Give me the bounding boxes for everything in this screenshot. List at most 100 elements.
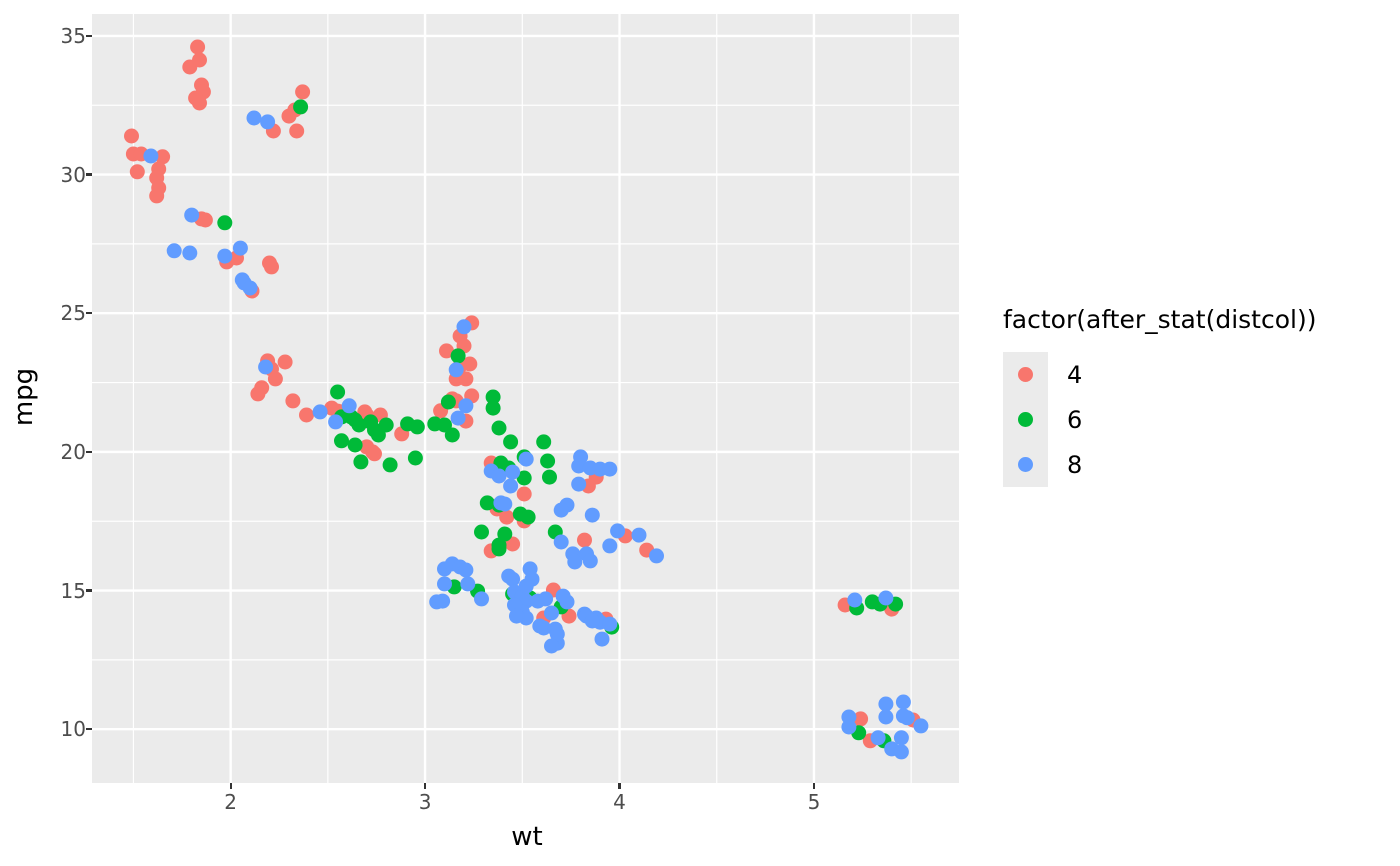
data-point-group-8 — [258, 359, 274, 375]
data-point-group-8 — [536, 620, 552, 636]
data-point-group-8 — [582, 553, 598, 569]
data-point-group-8 — [217, 248, 233, 264]
data-point-group-4 — [499, 509, 515, 525]
data-point-group-4 — [462, 356, 478, 372]
data-point-group-8 — [610, 523, 626, 539]
data-point-group-8 — [505, 571, 521, 587]
data-point-group-6 — [330, 384, 346, 400]
legend-keys: 4 6 8 — [1003, 352, 1316, 487]
data-point-group-8 — [549, 626, 565, 642]
data-point-group-4 — [367, 446, 382, 462]
data-point-group-8 — [260, 114, 276, 130]
x-tick-label: 2 — [224, 790, 237, 814]
data-point-group-8 — [143, 148, 159, 164]
data-point-group-8 — [458, 562, 474, 578]
data-point-group-4 — [577, 532, 592, 548]
data-point-group-8 — [166, 243, 182, 259]
data-point-group-8 — [242, 280, 258, 296]
data-point-group-8 — [437, 576, 452, 592]
data-point-group-8 — [518, 578, 534, 594]
data-point-group-8 — [602, 538, 618, 554]
data-point-group-4 — [129, 164, 145, 180]
data-point-group-8 — [913, 718, 929, 734]
data-point-group-6 — [542, 469, 557, 485]
data-point-group-6 — [450, 348, 466, 364]
x-tick-mark — [812, 783, 816, 789]
data-point-group-8 — [544, 605, 559, 621]
data-point-group-6 — [520, 509, 536, 525]
legend-entry-8: 8 — [1003, 442, 1316, 487]
data-point-group-8 — [507, 597, 522, 613]
x-tick-label: 5 — [807, 790, 821, 814]
y-tick-mark — [86, 450, 92, 453]
data-point-group-8 — [559, 594, 575, 610]
data-point-group-4 — [124, 128, 139, 144]
data-point-group-6 — [491, 541, 507, 557]
data-point-group-6 — [347, 437, 363, 453]
data-point-group-4 — [190, 39, 206, 55]
data-point-group-6 — [516, 470, 532, 486]
legend-key-box — [1003, 352, 1048, 397]
data-point-group-4 — [853, 711, 869, 727]
data-point-group-6 — [409, 419, 425, 435]
data-point-group-6 — [491, 420, 507, 436]
legend-title: factor(after_stat(distcol)) — [1003, 305, 1317, 334]
data-point-group-8 — [184, 207, 200, 223]
data-point-group-4 — [439, 343, 454, 359]
data-point-group-8 — [870, 730, 886, 746]
data-point-group-8 — [567, 554, 583, 570]
data-point-group-8 — [509, 608, 524, 624]
data-point-group-6 — [444, 427, 460, 443]
data-point-group-6 — [353, 454, 369, 470]
data-point-group-8 — [631, 527, 647, 543]
data-point-group-6 — [497, 526, 513, 542]
data-point-group-8 — [878, 709, 894, 725]
y-tick-label: 30 — [60, 162, 86, 187]
data-point-group-8 — [602, 616, 618, 632]
legend-point-icon — [1018, 367, 1033, 382]
data-point-group-6 — [351, 417, 367, 433]
x-tick-mark — [618, 783, 621, 789]
y-tick-label: 10 — [60, 717, 86, 742]
data-point-group-8 — [448, 362, 464, 378]
data-point-group-8 — [878, 590, 894, 606]
data-point-group-6 — [485, 400, 501, 416]
data-point-group-8 — [538, 591, 554, 607]
x-tick-label: 3 — [418, 790, 432, 814]
data-point-group-8 — [584, 613, 600, 629]
x-tick-mark — [423, 783, 427, 789]
x-axis-title: wt — [511, 822, 543, 852]
data-point-group-8 — [895, 694, 911, 710]
data-point-group-4 — [277, 354, 293, 370]
legend-point-icon — [1018, 457, 1033, 472]
y-tick-mark — [86, 173, 92, 176]
data-point-group-8 — [518, 451, 534, 467]
data-point-group-8 — [553, 534, 569, 550]
data-point-group-6 — [479, 495, 495, 511]
legend-label: 4 — [1067, 360, 1083, 389]
y-tick-mark — [86, 589, 92, 592]
data-point-group-8 — [841, 719, 857, 735]
data-point-group-4 — [289, 123, 305, 139]
legend-label: 6 — [1067, 405, 1083, 434]
data-point-group-8 — [893, 744, 909, 760]
data-point-group-6 — [540, 453, 556, 469]
data-point-group-6 — [536, 434, 552, 450]
legend-entry-4: 4 — [1003, 352, 1316, 397]
y-axis-title: mpg — [9, 367, 39, 427]
data-point-group-4 — [281, 108, 297, 124]
data-point-group-6 — [370, 427, 386, 443]
legend-key-box — [1003, 397, 1048, 442]
data-point-group-8 — [544, 638, 559, 654]
legend-key-box — [1003, 442, 1048, 487]
data-point-group-4 — [299, 407, 314, 423]
data-point-group-8 — [312, 404, 328, 420]
data-point-group-6 — [217, 215, 233, 231]
data-point-group-8 — [571, 458, 587, 474]
data-point-group-6 — [440, 394, 456, 410]
legend-point-icon — [1018, 412, 1033, 427]
data-point-group-4 — [264, 259, 279, 275]
data-point-group-8 — [893, 730, 909, 746]
